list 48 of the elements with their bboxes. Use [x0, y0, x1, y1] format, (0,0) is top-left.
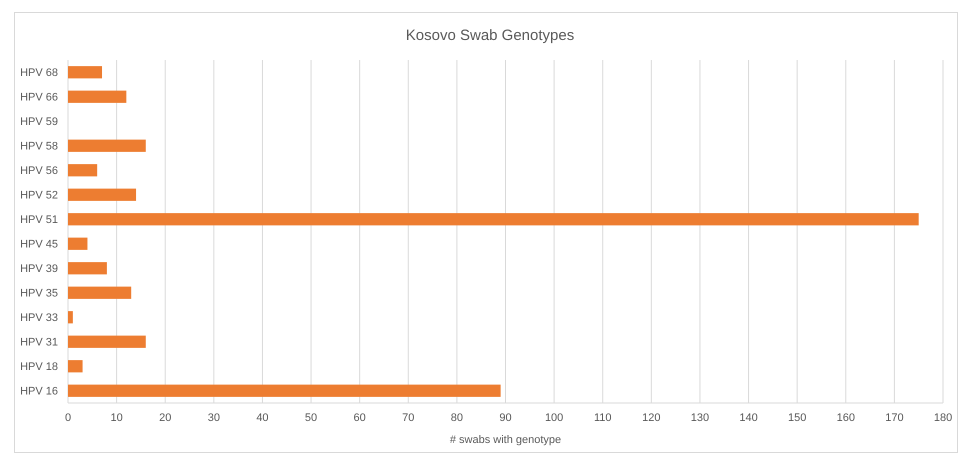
- x-tick-label: 130: [690, 412, 710, 424]
- x-tick-label: 70: [402, 412, 414, 424]
- x-tick-label: 140: [739, 412, 758, 424]
- x-tick-label: 60: [354, 412, 366, 424]
- x-tick-label: 20: [159, 412, 172, 424]
- chart-title: Kosovo Swab Genotypes: [406, 27, 574, 44]
- x-tick-label: 150: [788, 412, 806, 424]
- y-tick-label: HPV 56: [20, 164, 58, 177]
- bar: [68, 238, 88, 250]
- y-tick-label: HPV 66: [20, 91, 58, 104]
- x-tick-label: 40: [256, 412, 269, 424]
- y-tick-label: HPV 45: [20, 238, 58, 250]
- bar: [68, 360, 83, 372]
- y-tick-label: HPV 39: [20, 262, 58, 275]
- y-tick-label: HPV 31: [20, 336, 58, 348]
- bar: [68, 262, 107, 274]
- bar: [68, 90, 126, 103]
- bar: [68, 164, 98, 176]
- x-tick-label: 10: [110, 412, 123, 424]
- bar: [68, 188, 136, 201]
- y-tick-label: HPV 52: [20, 189, 58, 202]
- y-tick-label: HPV 68: [20, 66, 58, 79]
- bar: [68, 311, 73, 324]
- x-tick-label: 120: [642, 412, 661, 424]
- x-tick-label: 0: [64, 412, 72, 424]
- bar: [68, 66, 102, 78]
- y-tick-label: HPV 35: [20, 287, 58, 300]
- x-tick-label: 110: [594, 412, 612, 424]
- x-tick-label: 30: [208, 412, 220, 424]
- y-tick-label: HPV 18: [20, 360, 58, 373]
- x-tick-label: 180: [934, 412, 952, 424]
- x-tick-label: 160: [836, 412, 855, 424]
- y-tick-label: HPV 59: [20, 116, 58, 128]
- y-tick-label: HPV 58: [20, 140, 58, 152]
- x-tick-label: 100: [544, 412, 564, 424]
- bar: [68, 213, 919, 226]
- x-tick-label: 90: [499, 412, 512, 424]
- x-axis-title: # swabs with genotype: [450, 434, 562, 446]
- x-tick-label: 50: [304, 412, 318, 424]
- x-tick-label: 80: [450, 412, 464, 424]
- y-tick-label: HPV 51: [20, 214, 58, 226]
- bar: [68, 336, 146, 348]
- bar: [68, 286, 132, 299]
- y-tick-label: HPV 33: [20, 312, 58, 324]
- bar: [68, 140, 146, 152]
- x-tick-label: 170: [885, 412, 904, 424]
- y-tick-label: HPV 16: [20, 385, 58, 398]
- bar: [68, 384, 501, 397]
